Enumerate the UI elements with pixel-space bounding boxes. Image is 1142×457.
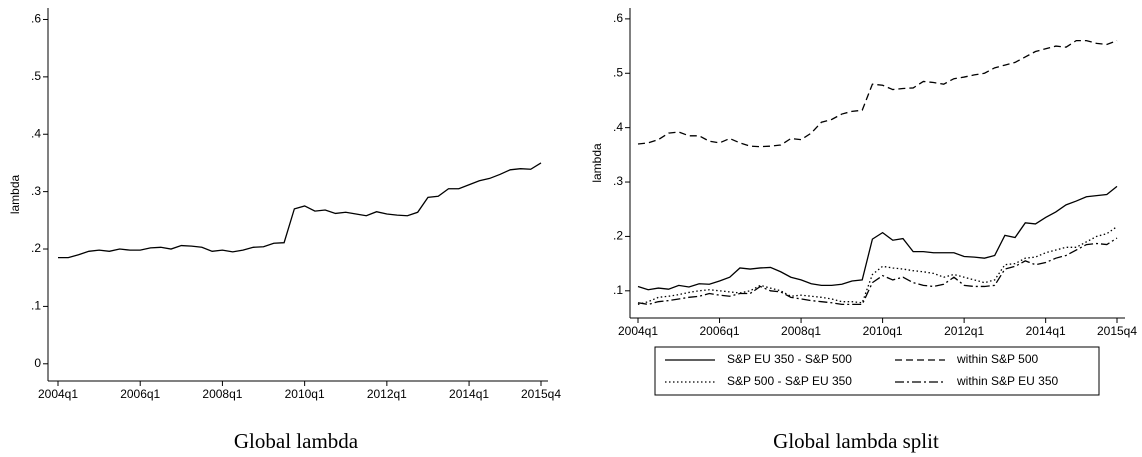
x-tick-label: 2010q1 <box>863 324 903 338</box>
data-line <box>637 237 1118 306</box>
data-line <box>637 185 1118 291</box>
x-tick-label: 2012q1 <box>944 324 984 338</box>
x-tick-label: 2006q1 <box>120 387 160 401</box>
legend-label: within S&P 500 <box>956 352 1038 366</box>
x-tick-label: 2014q1 <box>449 387 489 401</box>
y-tick-label: .6 <box>613 11 623 25</box>
data-line <box>637 226 1118 306</box>
x-tick-label: 2012q1 <box>367 387 407 401</box>
x-tick-label: 2015q4 <box>1097 324 1137 338</box>
y-tick-label: .5 <box>613 65 623 79</box>
x-tick-label: 2004q1 <box>38 387 78 401</box>
legend-label: within S&P EU 350 <box>956 374 1058 388</box>
data-line <box>637 39 1118 148</box>
y-tick-label: .3 <box>613 174 623 188</box>
y-tick-label: .2 <box>31 241 41 255</box>
y-axis-label: lambda <box>590 143 604 183</box>
y-tick-label: 0 <box>34 356 41 370</box>
chart-title: Global lambda <box>234 429 359 453</box>
legend-label: S&P EU 350 - S&P 500 <box>727 352 852 366</box>
x-tick-label: 2008q1 <box>202 387 242 401</box>
y-tick-label: .4 <box>613 120 623 134</box>
data-line <box>58 162 542 259</box>
x-tick-label: 2008q1 <box>781 324 821 338</box>
y-tick-label: .6 <box>31 12 41 26</box>
y-tick-label: .3 <box>31 184 41 198</box>
y-axis-label: lambda <box>8 174 22 214</box>
x-tick-label: 2004q1 <box>618 324 658 338</box>
y-tick-label: .1 <box>613 283 623 297</box>
y-tick-label: .4 <box>31 126 41 140</box>
x-tick-label: 2015q4 <box>521 387 561 401</box>
y-tick-label: .2 <box>613 229 623 243</box>
x-tick-label: 2006q1 <box>700 324 740 338</box>
chart-title: Global lambda split <box>773 429 939 453</box>
x-tick-label: 2010q1 <box>285 387 325 401</box>
y-tick-label: .1 <box>31 299 41 313</box>
legend-label: S&P 500 - S&P EU 350 <box>727 374 852 388</box>
x-tick-label: 2014q1 <box>1026 324 1066 338</box>
y-tick-label: .5 <box>31 69 41 83</box>
legend-box <box>654 346 1100 396</box>
